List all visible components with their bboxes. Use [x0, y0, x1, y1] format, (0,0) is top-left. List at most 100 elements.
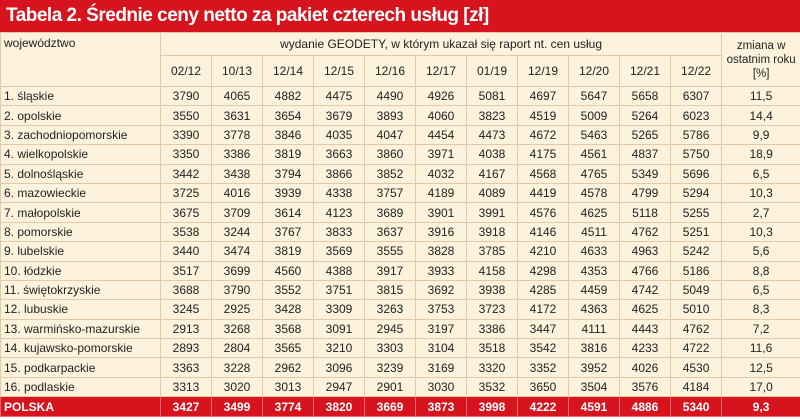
- value-cell: 3637: [364, 221, 416, 243]
- value-cell: 3440: [160, 241, 212, 262]
- value-cell: 4926: [415, 85, 467, 107]
- value-cell: 5251: [669, 221, 723, 243]
- value-cell: 3650: [517, 376, 569, 398]
- value-cell: 4184: [669, 376, 723, 398]
- table-row: 9. lubelskie 3440 3474 3819 3569 3555 3828 3785…: [0, 241, 800, 262]
- value-cell: 10,3: [721, 221, 800, 243]
- region-cell: 15. podkarpackie: [0, 357, 161, 378]
- value-cell: 3576: [619, 376, 671, 398]
- value-cell: 5,6: [721, 241, 800, 262]
- region-cell: 8. pomorskie: [0, 221, 161, 243]
- column-header: 12/15: [313, 55, 365, 87]
- value-cell: 3860: [364, 144, 416, 165]
- value-cell: 3555: [364, 241, 416, 262]
- value-cell: 3723: [466, 299, 518, 320]
- value-cell: 3104: [415, 338, 467, 359]
- region-cell: 9. lubelskie: [0, 241, 161, 262]
- value-cell: 5696: [669, 163, 723, 184]
- column-header: 10/13: [211, 55, 263, 87]
- value-cell: 2901: [364, 376, 416, 398]
- value-cell: 4625: [619, 299, 671, 320]
- value-cell: 5647: [568, 85, 620, 107]
- value-cell: 5786: [669, 124, 723, 146]
- value-cell: 14,4: [721, 105, 800, 126]
- value-cell: 3542: [517, 338, 569, 359]
- region-cell: POLSKA: [0, 396, 161, 418]
- table-body: 1. śląskie 3790 4065 4882 4475 4490 4926 5081 46…: [0, 85, 800, 418]
- value-cell: 4633: [568, 241, 620, 262]
- table-row: 2. opolskie 3550 3631 3654 3679 3893 4060 3823 4…: [0, 105, 800, 126]
- column-header: 12/17: [415, 55, 467, 87]
- table-row: 6. mazowieckie 3725 4016 3939 4338 3757 4189 40…: [0, 182, 800, 204]
- value-cell: 4511: [568, 221, 620, 243]
- value-cell: 3386: [466, 318, 518, 340]
- header-row: 02/12 10/13 12/14 12/15 12/16 12/17 01/19 12/19…: [1, 55, 800, 87]
- value-cell: 4762: [669, 318, 723, 340]
- table-row: 8. pomorskie 3538 3244 3767 3833 3637 3916 3918…: [0, 221, 800, 243]
- value-cell: 4765: [568, 163, 620, 184]
- table-row: 11. świętokrzyskie 3688 3790 3552 3751 3815 36…: [0, 279, 800, 301]
- column-header: 12/16: [364, 55, 416, 87]
- value-cell: 3565: [262, 338, 314, 359]
- value-cell: 5658: [619, 85, 671, 107]
- region-cell: 3. zachodniopomorskie: [0, 124, 161, 146]
- table-row: 12. lubuskie 3245 2925 3428 3309 3263 3753 3723…: [0, 299, 800, 320]
- value-cell: 3675: [160, 202, 212, 223]
- value-cell: 4454: [415, 124, 467, 146]
- region-cell: 1. śląskie: [0, 85, 161, 107]
- value-cell: 5463: [568, 124, 620, 146]
- value-cell: 3313: [160, 376, 212, 398]
- value-cell: 6,5: [721, 279, 800, 301]
- value-cell: 3774: [262, 396, 314, 418]
- value-cell: 4123: [313, 202, 365, 223]
- value-cell: 5010: [669, 299, 723, 320]
- value-cell: 4032: [415, 163, 467, 184]
- value-cell: 3263: [364, 299, 416, 320]
- value-cell: 3538: [160, 221, 212, 243]
- value-cell: 3689: [364, 202, 416, 223]
- value-cell: 3517: [160, 260, 212, 281]
- value-cell: 4473: [466, 124, 518, 146]
- value-cell: 3427: [160, 396, 212, 418]
- region-cell: 10. łódzkie: [0, 260, 161, 281]
- table-row: POLSKA 3427 3499 3774 3820 3669 3873 3998 4222 45…: [0, 396, 800, 418]
- value-cell: 3998: [466, 396, 518, 418]
- value-cell: 4459: [568, 279, 620, 301]
- value-cell: 4697: [517, 85, 569, 107]
- table-title: Tabela 2. Średnie ceny netto za pakiet c…: [0, 0, 800, 32]
- value-cell: 3550: [160, 105, 212, 126]
- value-cell: 3873: [415, 396, 467, 418]
- value-cell: 3244: [211, 221, 263, 243]
- value-cell: 5009: [568, 105, 620, 126]
- value-cell: 3790: [160, 85, 212, 107]
- value-cell: 3852: [364, 163, 416, 184]
- value-cell: 6023: [669, 105, 723, 126]
- value-cell: 3785: [466, 241, 518, 262]
- value-cell: 3474: [211, 241, 263, 262]
- value-cell: 4338: [313, 182, 365, 204]
- value-cell: 3568: [262, 318, 314, 340]
- value-cell: 3390: [160, 124, 212, 146]
- value-cell: 4568: [517, 163, 569, 184]
- table-row: 16. podlaskie 3313 3020 3013 2947 2901 3030 353…: [0, 376, 800, 398]
- value-cell: 3699: [211, 260, 263, 281]
- value-cell: 4561: [568, 144, 620, 165]
- value-cell: 3499: [211, 396, 263, 418]
- value-cell: 2947: [313, 376, 365, 398]
- column-header: 12/14: [262, 55, 314, 87]
- region-cell: 5. dolnośląskie: [0, 163, 161, 184]
- value-cell: 3228: [211, 357, 263, 378]
- table-row: 10. łódzkie 3517 3699 4560 4388 3917 3933 4158 4…: [0, 260, 800, 281]
- value-cell: 3352: [517, 357, 569, 378]
- value-cell: 4016: [211, 182, 263, 204]
- value-cell: 11,5: [721, 85, 800, 107]
- value-cell: 5340: [669, 396, 723, 418]
- value-cell: 4672: [517, 124, 569, 146]
- header-row: województwo wydanie GEODETY, w którym uk…: [0, 32, 800, 87]
- region-cell: 7. małopolskie: [0, 202, 161, 223]
- value-cell: 6,5: [721, 163, 800, 184]
- region-cell: 13. warmińsko-mazurskie: [0, 318, 161, 340]
- value-cell: 2,7: [721, 202, 800, 223]
- value-cell: 18,9: [721, 144, 800, 165]
- value-cell: 4158: [466, 260, 518, 281]
